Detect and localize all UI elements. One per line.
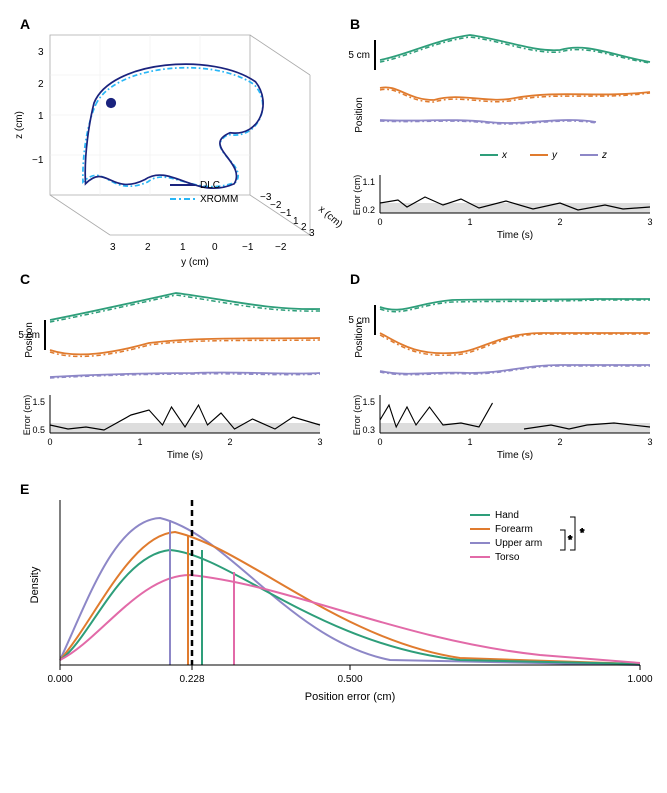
svg-text:0: 0 (47, 437, 52, 447)
svg-text:3: 3 (110, 242, 116, 253)
curve-forearm (60, 532, 640, 664)
svg-text:Position error (cm): Position error (cm) (305, 691, 395, 703)
svg-text:1: 1 (467, 437, 472, 447)
y-axis-label: y (cm) (181, 257, 209, 268)
svg-text:Error (cm): Error (cm) (352, 395, 362, 436)
svg-text:Time (s): Time (s) (497, 450, 533, 461)
svg-text:−1: −1 (32, 155, 44, 166)
svg-text:2: 2 (557, 217, 562, 227)
svg-text:Error (cm): Error (cm) (352, 175, 362, 216)
figure: A (10, 10, 657, 783)
svg-text:Density: Density (29, 566, 41, 603)
panel-E-label: E (20, 481, 29, 497)
svg-text:Torso: Torso (495, 552, 520, 563)
svg-text:y: y (551, 150, 558, 161)
svg-text:Position: Position (354, 322, 365, 358)
svg-text:3: 3 (647, 217, 652, 227)
curve-torso (60, 575, 640, 663)
dlc-path (85, 64, 263, 188)
panel-C: C 5 cm Position Error (cm) 1.5 0.5 01 (18, 271, 322, 461)
panel-B: B 5 cm Position x y z (348, 16, 652, 241)
svg-text:1: 1 (38, 111, 44, 122)
curve-upperarm (60, 518, 640, 665)
panel-C-label: C (20, 271, 30, 287)
B-y-solid (380, 87, 650, 100)
svg-text:2: 2 (227, 437, 232, 447)
panel-E: E Density (20, 481, 653, 703)
svg-text:3: 3 (317, 437, 322, 447)
svg-text:3: 3 (38, 47, 44, 58)
svg-text:1: 1 (293, 216, 299, 227)
svg-text:Time (s): Time (s) (167, 450, 203, 461)
svg-text:1.1: 1.1 (362, 177, 375, 187)
svg-text:2: 2 (145, 242, 151, 253)
svg-text:−1: −1 (280, 208, 292, 219)
svg-text:0.3: 0.3 (362, 425, 375, 435)
svg-text:2: 2 (301, 222, 307, 233)
svg-text:−2: −2 (275, 242, 287, 253)
panel-B-legend: x y z (480, 150, 607, 161)
svg-text:Upper arm: Upper arm (495, 538, 542, 549)
svg-text:2: 2 (38, 79, 44, 90)
svg-text:−1: −1 (242, 242, 254, 253)
svg-text:*: * (568, 534, 573, 546)
panel-D-label: D (350, 271, 360, 287)
svg-text:1: 1 (467, 217, 472, 227)
svg-text:1: 1 (180, 242, 186, 253)
z-axis-label: z (cm) (14, 111, 25, 139)
sig-brackets: * * (560, 517, 585, 550)
svg-text:1.5: 1.5 (362, 397, 375, 407)
svg-text:1: 1 (137, 437, 142, 447)
panel-E-legend: Hand Forearm Upper arm Torso (470, 510, 542, 563)
svg-text:1.000: 1.000 (627, 674, 652, 685)
x-axis-label: x (cm) (316, 204, 344, 230)
svg-text:0: 0 (377, 217, 382, 227)
svg-text:Time (s): Time (s) (497, 230, 533, 241)
svg-text:Forearm: Forearm (495, 524, 533, 535)
B-x-solid (380, 35, 650, 62)
svg-text:5 cm: 5 cm (348, 50, 370, 61)
svg-text:*: * (580, 527, 585, 539)
svg-text:0.2: 0.2 (362, 205, 375, 215)
start-marker (106, 98, 116, 108)
svg-text:3: 3 (647, 437, 652, 447)
panel-B-label: B (350, 16, 360, 32)
svg-text:0.500: 0.500 (337, 674, 362, 685)
svg-text:Hand: Hand (495, 510, 519, 521)
svg-text:0.228: 0.228 (179, 674, 204, 685)
svg-text:0: 0 (377, 437, 382, 447)
panel-D: D 5 cm Position Error (cm) 1.5 0.3 01 (348, 271, 652, 461)
panel-A-label: A (20, 16, 30, 32)
svg-text:XROMM: XROMM (200, 194, 238, 205)
svg-text:DLC: DLC (200, 180, 220, 191)
svg-text:Position: Position (354, 97, 365, 133)
svg-text:0: 0 (212, 242, 218, 253)
svg-text:3: 3 (309, 228, 315, 239)
svg-text:z: z (601, 150, 607, 161)
B-y-dash (380, 89, 650, 102)
panel-A: A (14, 16, 344, 268)
svg-text:Position: Position (24, 322, 35, 358)
density-curves (60, 518, 640, 665)
svg-text:x: x (501, 150, 508, 161)
svg-text:0.5: 0.5 (32, 425, 45, 435)
svg-text:2: 2 (557, 437, 562, 447)
B-x-dash (380, 37, 650, 63)
svg-text:0.000: 0.000 (47, 674, 72, 685)
svg-text:1.5: 1.5 (32, 397, 45, 407)
svg-text:Error (cm): Error (cm) (22, 395, 32, 436)
